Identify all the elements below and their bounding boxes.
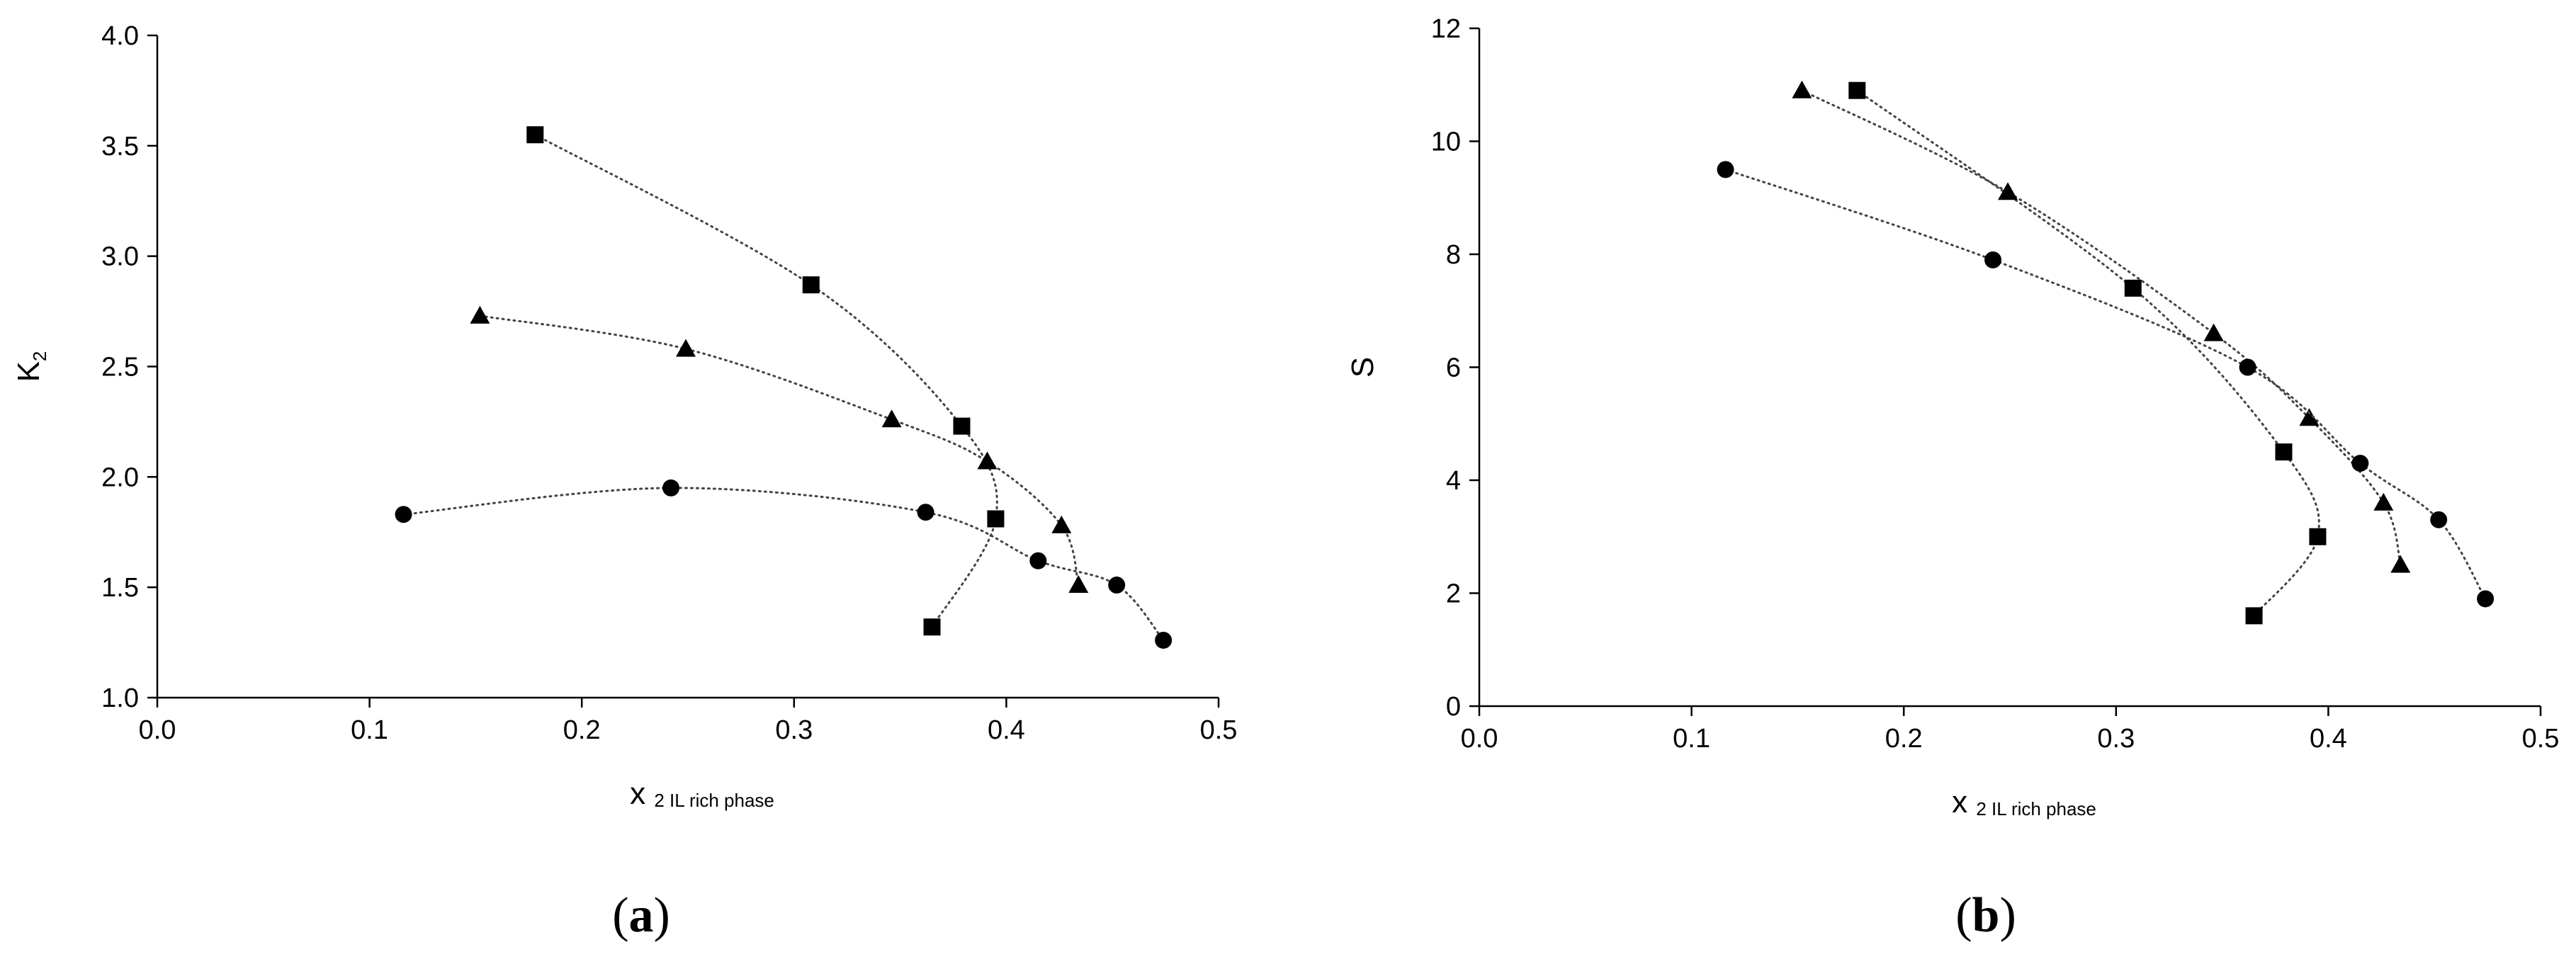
series-circle (1717, 161, 2495, 608)
triangle-marker (2390, 555, 2411, 573)
y-tick-label: 3.0 (101, 242, 139, 272)
circle-marker (1984, 251, 2002, 268)
series-circle (395, 479, 1173, 649)
x-tick-label: 0.0 (139, 715, 176, 745)
series-square (1848, 81, 2327, 625)
series-line (1855, 89, 2320, 617)
triangle-marker (470, 305, 490, 324)
circle-marker (662, 479, 680, 496)
y-axis-title: S (1345, 357, 1380, 378)
square-marker (923, 618, 941, 636)
triangle-marker (1068, 575, 1089, 594)
x-tick-label: 0.2 (563, 715, 601, 745)
circle-marker (1108, 577, 1126, 594)
y-tick-label: 1.5 (101, 573, 139, 603)
x-tick-label: 0.3 (2097, 724, 2135, 754)
y-tick-label: 6 (1446, 353, 1461, 383)
series-square (526, 126, 1005, 636)
y-axis-title: K2 (11, 351, 50, 382)
y-axis-title-sub: 2 (29, 351, 50, 361)
x-tick-label: 0.0 (1461, 724, 1498, 754)
y-tick-label: 2 (1446, 579, 1461, 609)
square-marker (2275, 443, 2293, 461)
circle-marker (1029, 552, 1047, 569)
panel-label-letter: a (629, 888, 654, 943)
y-tick-label: 0 (1446, 692, 1461, 722)
x-axis-title: x 2 IL rich phase (1952, 785, 2096, 819)
y-tick-label: 2.5 (101, 353, 139, 382)
panel-label: (b) (1955, 888, 2016, 943)
axes: 0.0 0.1 0.2 0.3 0.4 0.5 0 2 4 6 8 10 12 (1431, 14, 2560, 754)
square-marker (526, 126, 544, 144)
triangle-marker (2373, 492, 2394, 511)
y-tick-label: 4.0 (101, 21, 139, 51)
square-marker (2124, 279, 2142, 297)
triangle-marker (881, 409, 902, 428)
triangle-marker (1998, 182, 2018, 200)
panel-label-open: ( (1955, 888, 1972, 943)
panel-label-close: ) (654, 888, 670, 943)
x-axis-title: x 2 IL rich phase (630, 776, 774, 811)
square-marker (987, 510, 1005, 528)
circle-marker (917, 504, 934, 521)
triangle-marker (1792, 80, 1812, 98)
y-axis-title-main: K (11, 361, 46, 382)
square-marker (802, 276, 820, 294)
x-tick-label: 0.4 (988, 715, 1025, 745)
triangle-marker (2299, 408, 2320, 426)
y-tick-label: 3.5 (101, 132, 139, 161)
x-tick-label: 0.1 (351, 715, 388, 745)
y-tick-label: 2.0 (101, 463, 139, 492)
circle-marker (2477, 590, 2495, 608)
x-tick-label: 0.5 (1200, 715, 1238, 745)
panel-label: (a) (612, 888, 670, 943)
x-tick-label: 0.1 (1673, 724, 1710, 754)
circle-marker (2430, 511, 2448, 528)
panel-label-letter: b (1972, 888, 2000, 943)
triangle-marker (1051, 515, 1072, 533)
series-triangle (470, 305, 1089, 594)
chart-b: 0.0 0.1 0.2 0.3 0.4 0.5 0 2 4 6 8 10 12 x 2 IL rich p… (1345, 14, 2560, 943)
x-axis-title-sub: 2 IL rich phase (1976, 798, 2096, 819)
square-marker (1848, 81, 1866, 99)
y-axis-title-main: S (1345, 357, 1380, 378)
square-marker (953, 417, 971, 435)
x-axis-title-main: x (630, 776, 654, 811)
circle-marker (1155, 631, 1173, 649)
circle-marker (2351, 455, 2369, 472)
panel-label-open: ( (612, 888, 628, 943)
x-tick-label: 0.2 (1885, 724, 1923, 754)
series-line (478, 314, 1080, 586)
x-tick-label: 0.5 (2522, 724, 2560, 754)
series-line (402, 487, 1165, 642)
square-marker (2245, 607, 2263, 625)
triangle-marker (2203, 323, 2224, 341)
circle-marker (1717, 161, 1734, 178)
series-triangle (1792, 80, 2411, 573)
chart-a: 0.0 0.1 0.2 0.3 0.4 0.5 1.0 1.5 2.0 2.5 3.0 3.5 4.0 x… (11, 21, 1237, 943)
axes: 0.0 0.1 0.2 0.3 0.4 0.5 1.0 1.5 2.0 2.5 3.0 3.5 4.0 (101, 21, 1237, 745)
circle-marker (395, 506, 412, 523)
triangle-marker (977, 451, 998, 470)
series-line (533, 133, 998, 628)
x-axis-title-sub: 2 IL rich phase (654, 790, 774, 811)
y-tick-label: 10 (1431, 127, 1461, 157)
triangle-marker (676, 339, 696, 357)
x-axis-title-main: x (1952, 785, 1976, 819)
y-tick-label: 8 (1446, 240, 1461, 270)
square-marker (2309, 528, 2327, 545)
series-line (1724, 168, 2487, 600)
circle-marker (2239, 358, 2256, 376)
panel-label-close: ) (1999, 888, 2016, 943)
y-tick-label: 12 (1431, 14, 1461, 44)
y-tick-label: 4 (1446, 466, 1461, 496)
x-tick-label: 0.4 (2310, 724, 2347, 754)
x-tick-label: 0.3 (775, 715, 813, 745)
y-tick-label: 1.0 (101, 683, 139, 713)
